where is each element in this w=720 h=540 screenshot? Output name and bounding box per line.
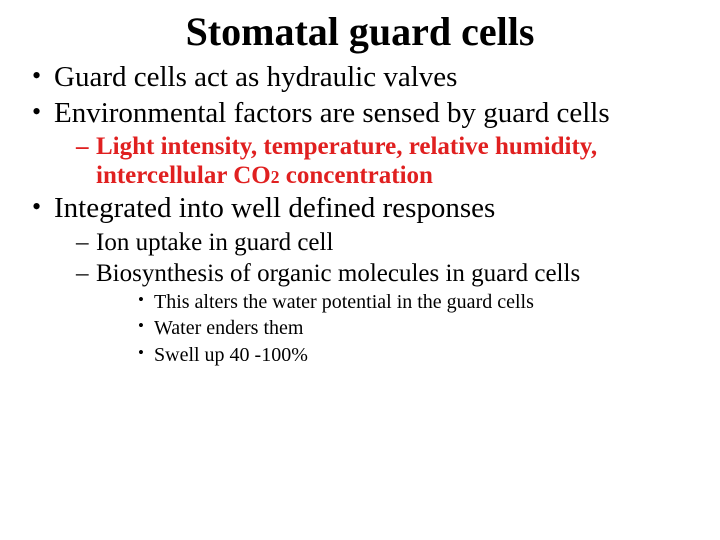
- bullet-3-sub-1: Ion uptake in guard cell: [54, 228, 692, 257]
- slide-title: Stomatal guard cells: [28, 8, 692, 55]
- bullet-3-sub-2-text: Biosynthesis of organic molecules in gua…: [96, 260, 580, 287]
- bullet-3: Integrated into well defined responses I…: [28, 192, 692, 367]
- bullet-3-sub-2-b: Water enders them: [96, 316, 692, 340]
- bullet-2-sub-1: Light intensity, temperature, relative h…: [54, 132, 692, 190]
- bullet-list: Guard cells act as hydraulic valves Envi…: [28, 61, 692, 367]
- bullet-2-sub-1-post: concentration: [280, 162, 433, 189]
- bullet-2-text: Environmental factors are sensed by guar…: [54, 97, 610, 129]
- bullet-1: Guard cells act as hydraulic valves: [28, 61, 692, 95]
- bullet-3-sub-2: Biosynthesis of organic molecules in gua…: [54, 259, 692, 367]
- bullet-3-sub-2-c: Swell up 40 -100%: [96, 343, 692, 367]
- bullet-3-sub-2-a: This alters the water potential in the g…: [96, 290, 692, 314]
- bullet-2-sub-1-subscript: 2: [271, 167, 280, 187]
- bullet-3-text: Integrated into well defined responses: [54, 192, 495, 224]
- bullet-2: Environmental factors are sensed by guar…: [28, 97, 692, 191]
